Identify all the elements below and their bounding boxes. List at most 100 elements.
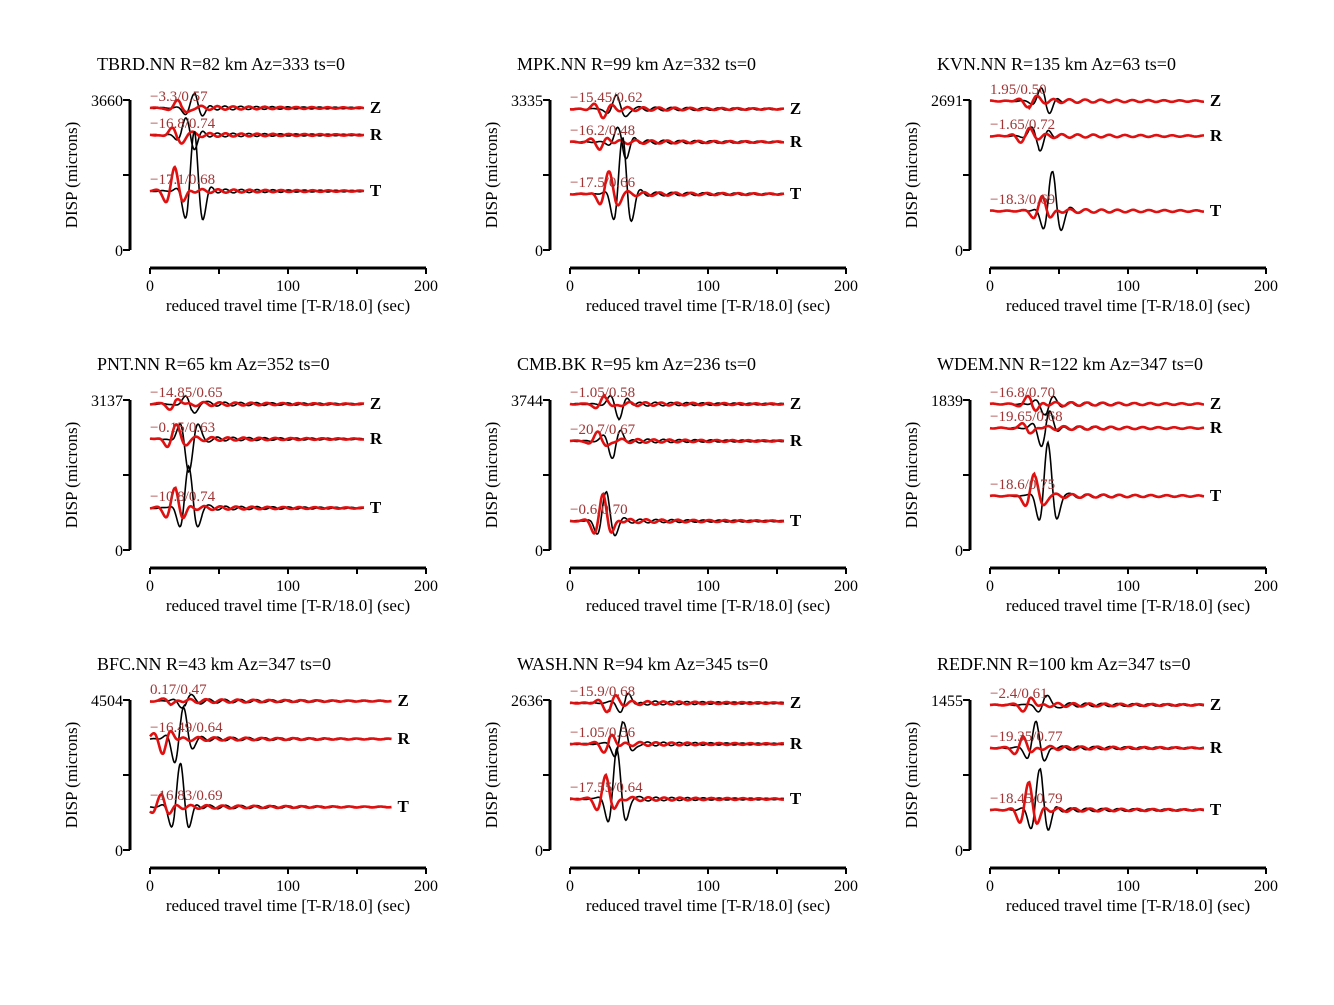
- x-axis-label: reduced travel time [T-R/18.0] (sec): [166, 296, 410, 315]
- y-axis-label: DISP (microns): [62, 722, 81, 829]
- fit-label-T: −18.45/0.79: [990, 791, 1063, 807]
- x-tick-label: 200: [834, 578, 858, 595]
- y-tick-label-max: 1839: [931, 393, 963, 410]
- synthetic-trace-T: [989, 471, 1205, 508]
- component-label-T: T: [790, 789, 802, 808]
- fit-label-Z: −15.9/0.68: [570, 684, 635, 700]
- observed-trace-R: [149, 116, 365, 151]
- component-label-R: R: [1210, 418, 1223, 437]
- fit-label-Z: −2.4/0.61: [990, 686, 1048, 702]
- synthetic-trace-Z: [570, 102, 785, 120]
- x-tick-label: 200: [414, 878, 438, 895]
- panel-7: WASH.NN R=94 km Az=345 ts=0 2636 0 DISP (mi…: [482, 654, 858, 915]
- synthetic-trace-T: [149, 791, 392, 816]
- panel-title: KVN.NN R=135 km Az=63 ts=0: [937, 54, 1176, 74]
- y-tick-label-max: 1455: [931, 693, 963, 710]
- x-tick-label: 0: [986, 578, 994, 595]
- panel-4: CMB.BK R=95 km Az=236 ts=0 3744 0 DISP (mic…: [482, 354, 858, 615]
- component-label-R: R: [398, 729, 411, 748]
- y-tick-label-max: 2636: [511, 693, 543, 710]
- synthetic-trace-Z: [569, 693, 785, 714]
- y-axis-label: DISP (microns): [902, 722, 921, 829]
- x-tick-label: 200: [1254, 878, 1278, 895]
- panel-title: PNT.NN R=65 km Az=352 ts=0: [97, 354, 330, 374]
- fit-label-T: −17.1/0.68: [150, 172, 215, 188]
- component-label-T: T: [790, 511, 802, 530]
- fit-label-R: −20.7/0.67: [570, 422, 636, 438]
- y-tick-label-max: 4504: [91, 693, 123, 710]
- x-tick-label: 100: [276, 278, 300, 295]
- x-tick-label: 100: [1116, 878, 1140, 895]
- y-tick-label-min: 0: [955, 243, 963, 260]
- y-tick-label-min: 0: [115, 543, 123, 560]
- component-label-Z: Z: [790, 99, 801, 118]
- y-axis-label: DISP (microns): [62, 122, 81, 229]
- x-tick-label: 0: [146, 278, 154, 295]
- synthetic-trace-T: [569, 170, 785, 207]
- y-axis-label: DISP (microns): [482, 122, 501, 229]
- x-axis-label: reduced travel time [T-R/18.0] (sec): [1006, 896, 1250, 915]
- x-tick-label: 100: [696, 278, 720, 295]
- x-tick-label: 200: [834, 278, 858, 295]
- y-axis-label: DISP (microns): [482, 722, 501, 829]
- observed-trace-R: [569, 429, 785, 460]
- component-label-R: R: [790, 132, 803, 151]
- synthetic-trace-T: [149, 486, 365, 520]
- fit-label-T: −17.5/0.66: [570, 175, 636, 191]
- synthetic-trace-R: [569, 430, 785, 448]
- y-tick-label-min: 0: [955, 543, 963, 560]
- y-tick-label-min: 0: [535, 243, 543, 260]
- x-tick-label: 0: [146, 878, 154, 895]
- y-tick-label-max: 3137: [91, 393, 123, 410]
- observed-trace-T: [149, 131, 365, 221]
- x-tick-label: 200: [834, 878, 858, 895]
- y-tick-label-max: 3660: [91, 93, 123, 110]
- synthetic-trace-R: [989, 734, 1205, 756]
- component-label-Z: Z: [790, 394, 801, 413]
- fit-label-R: −16.8/0.74: [150, 116, 216, 132]
- x-tick-label: 0: [566, 878, 574, 895]
- panel-3: PNT.NN R=65 km Az=352 ts=0 3137 0 DISP (mic…: [62, 354, 438, 615]
- synthetic-trace-T: [989, 780, 1205, 826]
- synthetic-trace-Z: [989, 696, 1205, 713]
- synthetic-trace-T: [149, 165, 365, 204]
- x-axis-label: reduced travel time [T-R/18.0] (sec): [1006, 296, 1250, 315]
- fit-label-R: −16.49/0.64: [150, 720, 223, 736]
- component-label-Z: Z: [790, 693, 801, 712]
- y-tick-label-min: 0: [955, 843, 963, 860]
- component-label-R: R: [1210, 126, 1223, 145]
- component-label-R: R: [370, 125, 383, 144]
- x-tick-label: 100: [1116, 278, 1140, 295]
- x-axis-label: reduced travel time [T-R/18.0] (sec): [1006, 596, 1250, 615]
- fit-label-R: −19.35/0.77: [990, 729, 1063, 745]
- panel-title: CMB.BK R=95 km Az=236 ts=0: [517, 354, 756, 374]
- synthetic-trace-R: [989, 422, 1205, 435]
- panel-6: BFC.NN R=43 km Az=347 ts=0 4504 0 DISP (mic…: [62, 654, 438, 915]
- component-label-Z: Z: [398, 691, 409, 710]
- x-tick-label: 0: [566, 578, 574, 595]
- y-axis-label: DISP (microns): [482, 422, 501, 529]
- synthetic-trace-R: [569, 136, 785, 151]
- component-label-T: T: [790, 184, 802, 203]
- synthetic-trace-R: [569, 733, 785, 754]
- component-label-Z: Z: [1210, 695, 1221, 714]
- x-tick-label: 100: [276, 578, 300, 595]
- x-axis-label: reduced travel time [T-R/18.0] (sec): [586, 596, 830, 615]
- fit-label-Z: 0.17/0.47: [150, 682, 207, 698]
- x-tick-label: 100: [696, 878, 720, 895]
- synthetic-trace-R: [149, 423, 365, 449]
- fit-label-R: −0.15/0.63: [150, 420, 215, 436]
- component-label-T: T: [370, 498, 382, 517]
- synthetic-trace-Z: [150, 697, 392, 707]
- fit-label-R: −19.65/0.68: [990, 409, 1063, 425]
- y-tick-label-max: 3335: [511, 93, 543, 110]
- x-axis-label: reduced travel time [T-R/18.0] (sec): [166, 596, 410, 615]
- component-label-Z: Z: [1210, 91, 1221, 110]
- y-tick-label-min: 0: [535, 543, 543, 560]
- panel-title: MPK.NN R=99 km Az=332 ts=0: [517, 54, 756, 74]
- component-label-R: R: [370, 429, 383, 448]
- component-label-Z: Z: [370, 98, 381, 117]
- y-axis-label: DISP (microns): [902, 122, 921, 229]
- fit-label-R: −1.65/0.72: [990, 117, 1055, 133]
